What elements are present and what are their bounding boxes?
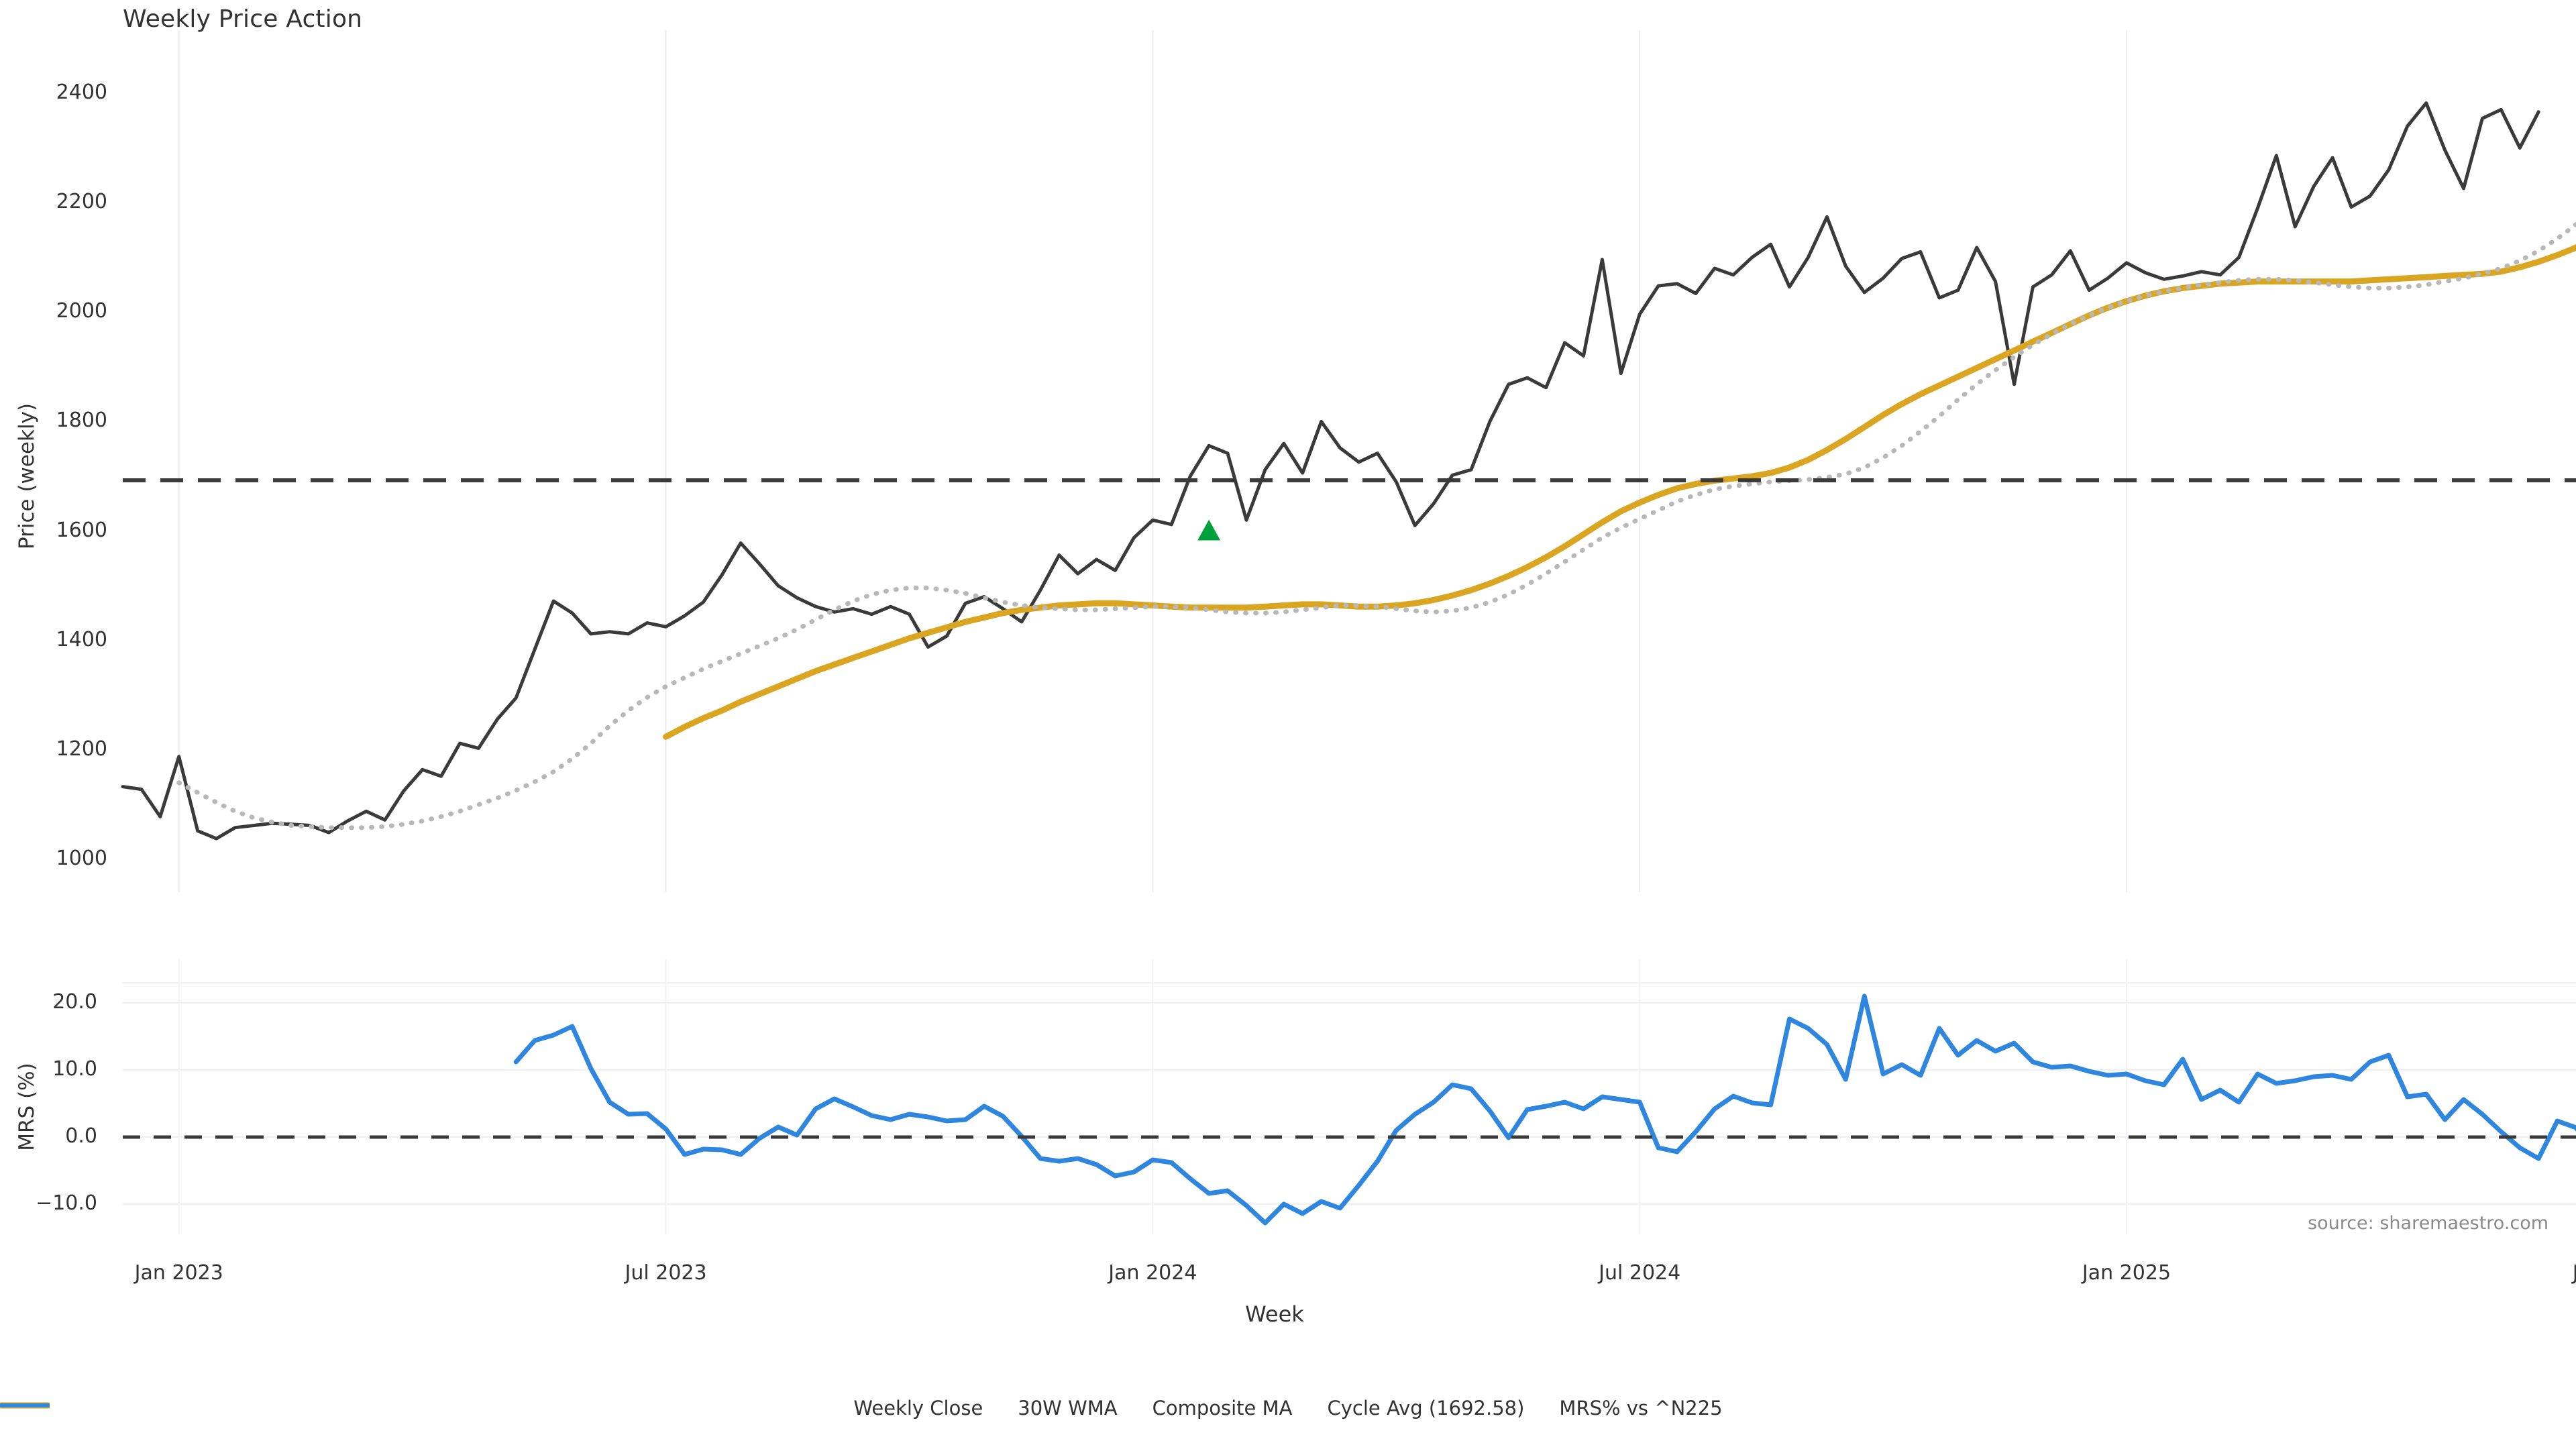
price-series-30w-wma (663, 244, 2576, 740)
legend-item-30w-wma[interactable]: 30W WMA (0, 1397, 1118, 1419)
legend-label-4: MRS% vs ^N225 (1559, 1397, 1723, 1419)
xtick-jan-2025: Jan 2025 (2082, 1261, 2171, 1285)
x-axis-label: Week (1245, 1301, 1304, 1327)
legend-label-2: Composite MA (1152, 1397, 1293, 1419)
price-ytick-1800: 1800 (56, 409, 107, 433)
legend-label-1: 30W WMA (1018, 1397, 1118, 1419)
chart-legend: Weekly Close 30W WMA Composite MA Cycle Avg… (0, 1397, 2576, 1419)
xtick-jul-2024: Jul 2024 (1599, 1261, 1681, 1285)
mrs-series-line (513, 994, 2576, 1226)
legend-item-composite-ma[interactable]: Composite MA (0, 1397, 1293, 1419)
legend-item-cycle-avg-1692-58[interactable]: Cycle Avg (1692.58) (0, 1397, 1525, 1419)
xtick-jan-2023: Jan 2023 (134, 1261, 223, 1285)
legend-item-mrs-vs-n225[interactable]: MRS% vs ^N225 (0, 1397, 1723, 1419)
mrs-ytick-2: 10.0 (52, 1057, 97, 1081)
mrs-ytick-0: −10.0 (36, 1191, 97, 1215)
buy-signal-marker[interactable] (1197, 519, 1221, 541)
legend-label-3: Cycle Avg (1692.58) (1327, 1397, 1525, 1419)
price-series-composite-ma (176, 221, 2576, 830)
xtick-jul-2023: Jul 2023 (625, 1261, 707, 1285)
chart-title: Weekly Price Action (123, 5, 363, 33)
xtick-jul-2025: Jul 2025 (2572, 1261, 2576, 1285)
price-ytick-2000: 2000 (56, 299, 107, 323)
price-ytick-1400: 1400 (56, 627, 107, 651)
source-watermark: source: sharemaestro.com (2308, 1213, 2549, 1234)
price-ytick-1600: 1600 (56, 518, 107, 542)
legend-item-weekly-close[interactable]: Weekly Close (0, 1397, 983, 1419)
price-ytick-1200: 1200 (56, 737, 107, 761)
mrs-ytick-1: 0.0 (65, 1124, 97, 1148)
xtick-jan-2024: Jan 2024 (1108, 1261, 1197, 1285)
price-ytick-2400: 2400 (56, 80, 107, 104)
price-ytick-1000: 1000 (56, 847, 107, 871)
mrs-ytick-3: 20.0 (52, 990, 97, 1014)
legend-swatch-4 (0, 1403, 50, 1407)
legend-label-0: Weekly Close (853, 1397, 983, 1419)
price-ytick-2200: 2200 (56, 190, 107, 214)
price-series-weekly-close (121, 101, 2540, 841)
